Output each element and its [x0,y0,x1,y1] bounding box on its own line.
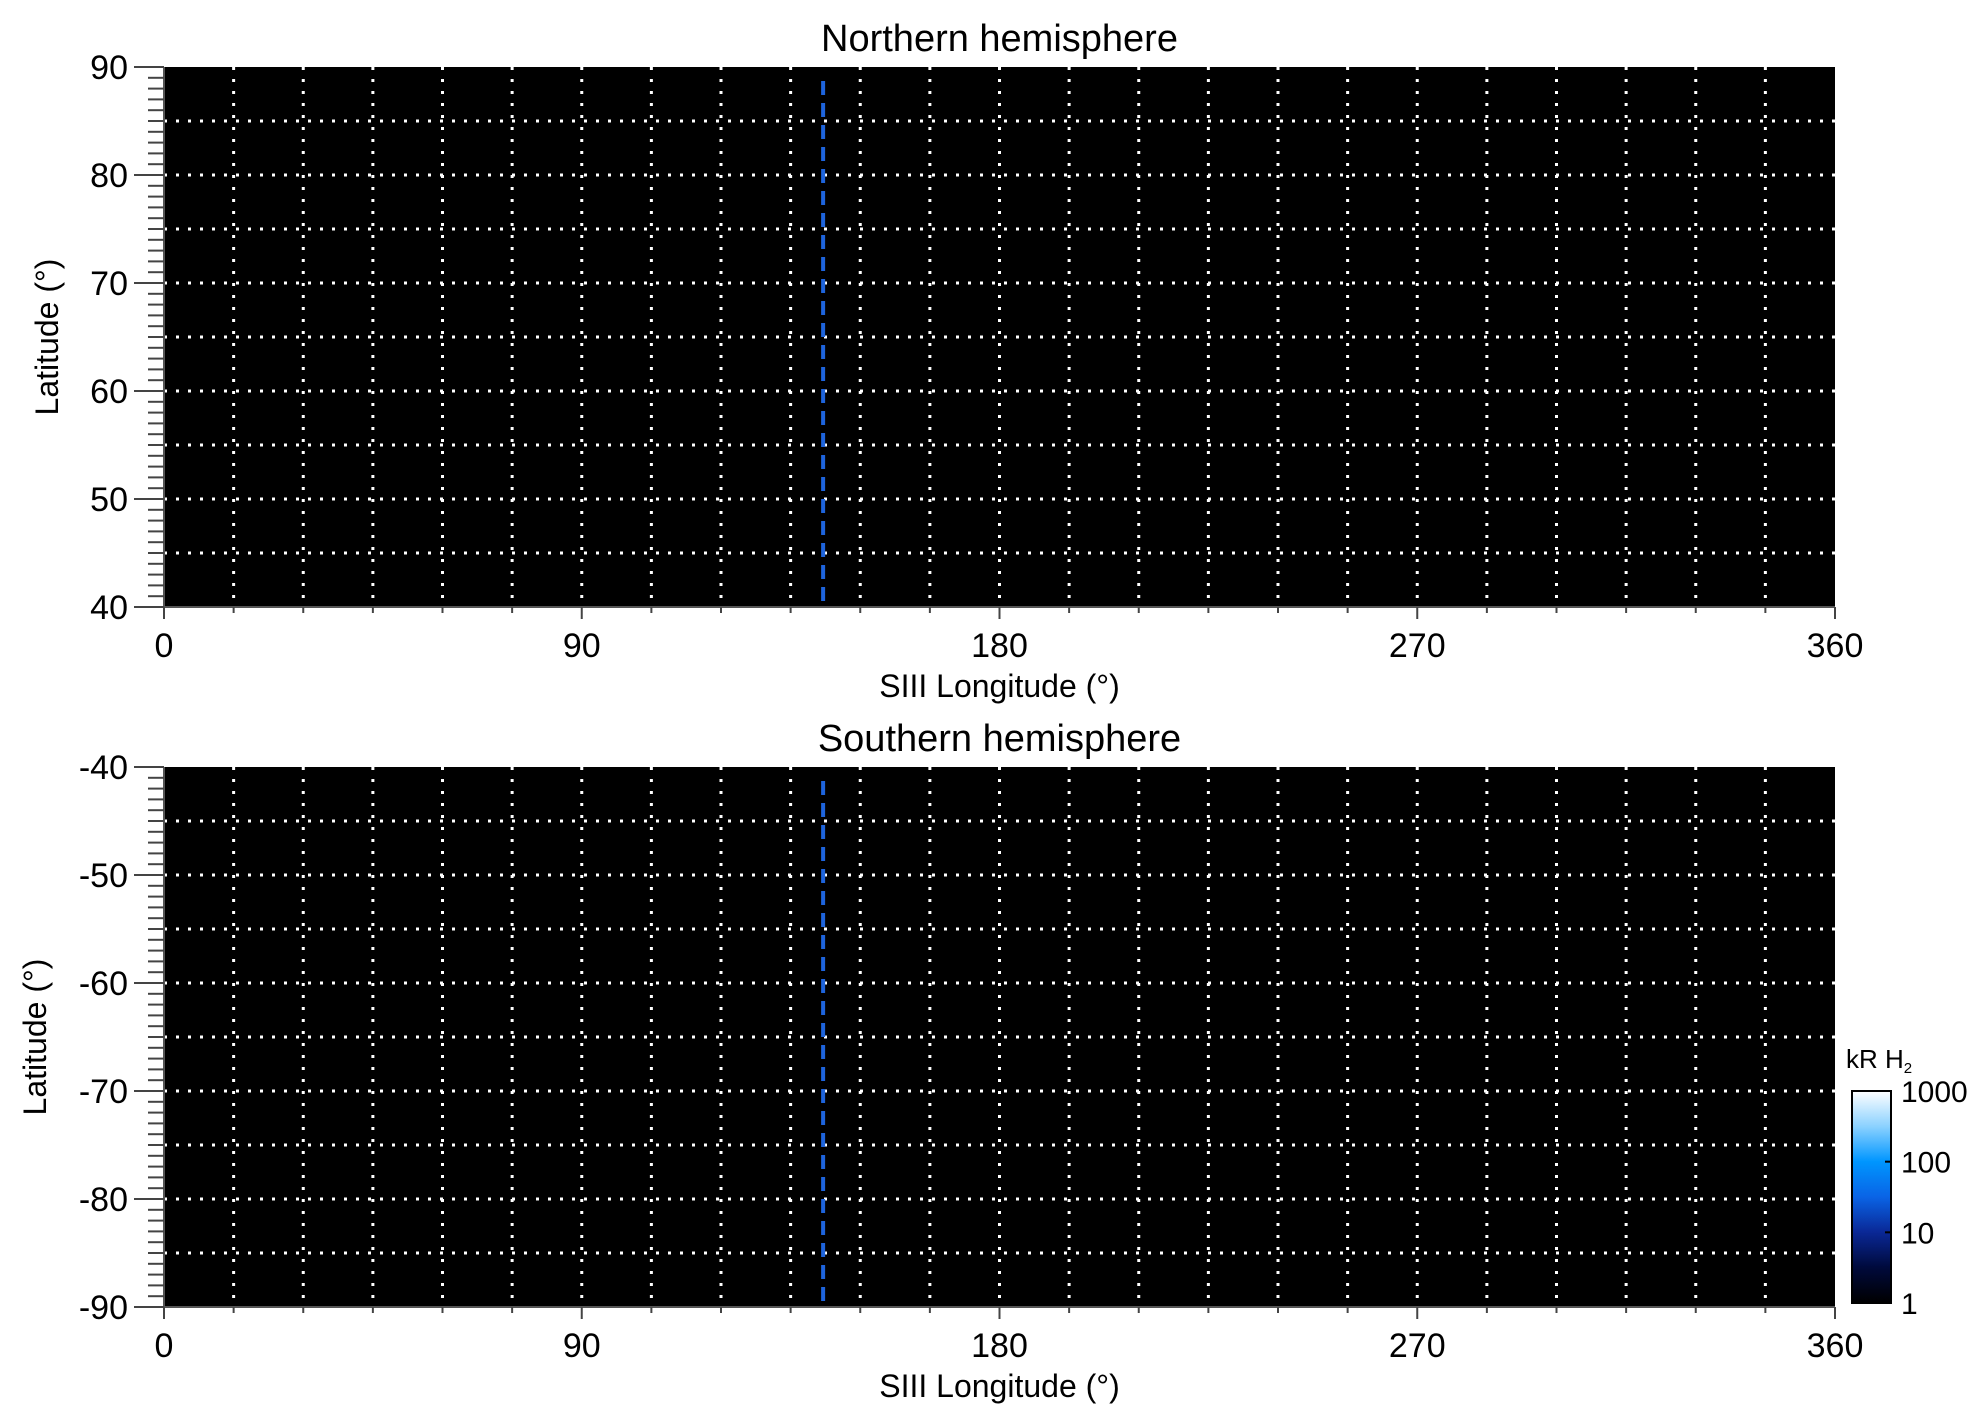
x-axis-label: SIII Longitude (°) [879,1368,1119,1404]
x-tick-label: 270 [1389,1327,1446,1365]
x-tick-label: 360 [1807,1327,1864,1365]
panel-title: Southern hemisphere [818,718,1181,760]
y-tick-label: -80 [79,1181,128,1219]
y-tick-label: -60 [79,965,128,1003]
colorbar-label-main: kR H [1846,1044,1904,1074]
colorbar-label-subscript: 2 [1904,1060,1912,1077]
x-tick-label: 0 [155,1327,174,1365]
axes-southern: 0 90 180 270 360 -90 -80 -70 -60 -50 -40 Southern h… [17,718,1863,1404]
y-tick-label: 60 [90,373,128,411]
plot-area [164,767,1835,1307]
x-tick-label: 90 [563,627,601,665]
northern-hemisphere-image [164,67,1835,607]
colorbar-tick-label: 10 [1901,1217,1934,1250]
colorbar-label: kR H2 [1846,1044,1912,1077]
y-tick-label: -40 [79,749,128,787]
y-tick-label: -50 [79,857,128,895]
x-tick-label: 180 [971,627,1028,665]
panel-southern [164,767,1835,1307]
y-tick-label: 90 [90,49,128,87]
colorbar-tick-label: 1 [1901,1288,1918,1321]
y-tick-label: -90 [79,1289,128,1327]
y-tick-label: -70 [79,1073,128,1111]
x-tick-label: 0 [155,627,174,665]
x-tick-label: 90 [563,1327,601,1365]
panel-title: Northern hemisphere [821,18,1178,60]
colorbar-gradient [1852,1091,1891,1303]
y-tick-label: 50 [90,481,128,519]
x-tick-label: 270 [1389,627,1446,665]
colorbar-tick-label: 100 [1901,1147,1951,1180]
y-axis-label: Latitude (°) [29,259,65,416]
x-tick-label: 180 [971,1327,1028,1365]
y-tick-label: 40 [90,589,128,627]
y-tick-label: 80 [90,157,128,195]
y-tick-label: 70 [90,265,128,303]
x-tick-label: 360 [1807,627,1864,665]
y-axis-label: Latitude (°) [17,959,53,1116]
x-axis-label: SIII Longitude (°) [879,668,1119,704]
colorbar-tick-label: 1000 [1901,1076,1968,1109]
